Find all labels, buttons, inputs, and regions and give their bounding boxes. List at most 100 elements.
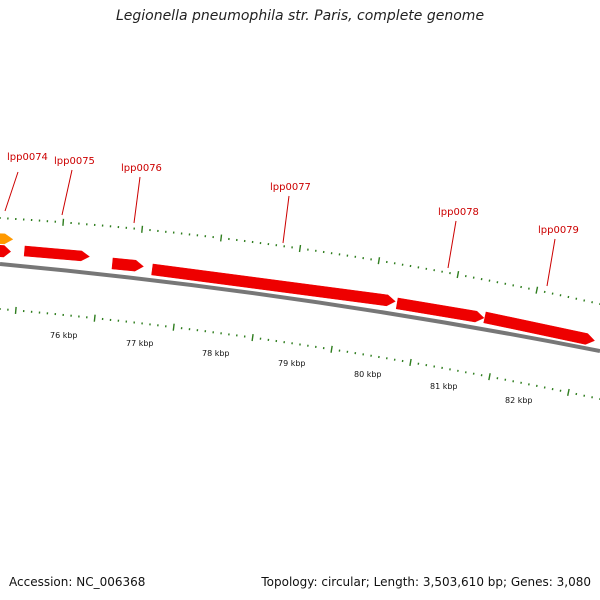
minor-tick [283,245,286,248]
minor-tick [535,384,538,388]
minor-tick [425,363,428,367]
minor-tick [464,371,467,374]
minor-tick [141,322,143,325]
minor-tick [591,301,594,304]
minor-tick [267,243,270,246]
minor-tick [78,315,80,318]
minor-tick [125,226,128,229]
minor-tick [109,225,112,228]
minor-tick [46,220,49,223]
minor-tick [235,238,238,242]
minor-tick [164,325,167,328]
minor-tick [449,271,451,275]
major-tick [488,373,491,381]
minor-tick [551,387,554,391]
minor-tick [7,308,9,311]
minor-tick [291,342,293,345]
major-tick [377,257,381,265]
minor-tick [204,330,207,333]
minor-tick [117,319,120,322]
minor-tick [441,270,443,273]
minor-tick [125,320,128,323]
lower-tick-track [0,306,600,401]
leader-line [546,238,556,287]
gene-lpp0079 [483,311,595,345]
gene-label-lpp0077: lpp0077 [270,182,311,193]
minor-tick [472,372,475,375]
genome-backbone [0,262,600,353]
minor-tick [228,333,230,336]
major-tick [298,244,302,253]
minor-tick [385,260,388,264]
minor-tick [480,277,483,281]
minor-tick [54,313,57,316]
kbp-label: 79 kbp [278,359,306,368]
gene-track [0,232,595,345]
minor-tick [243,335,246,338]
minor-tick [488,279,491,282]
minor-tick [583,394,586,397]
minor-tick [117,226,120,229]
minor-tick [330,252,333,255]
minor-tick [188,328,191,331]
minor-tick [417,362,420,365]
minor-tick [385,357,388,360]
minor-tick [259,337,262,340]
minor-tick [30,218,33,222]
gene-lpp0074 [0,232,14,245]
minor-tick [220,332,222,335]
minor-tick [38,311,41,314]
minor-tick [441,366,443,370]
minor-tick [370,354,372,357]
kbp-label-layer: 76 kbp 77 kbp 78 kbp 79 kbp 80 kbp 81 kbp 82 k… [50,331,533,405]
major-tick [141,225,144,233]
minor-tick [433,269,436,272]
minor-tick [575,392,578,396]
minor-tick [512,284,515,287]
minor-tick [314,249,317,252]
minor-tick [212,236,215,239]
major-tick [219,234,223,242]
major-tick [62,218,65,226]
major-tick [251,334,254,342]
minor-tick [291,246,293,249]
minor-tick [85,316,88,319]
minor-tick [480,374,483,377]
minor-tick [70,221,72,225]
kbp-label: 77 kbp [126,339,154,348]
major-tick [535,286,539,294]
gene-fragment [0,244,11,258]
minor-tick [133,227,135,230]
minor-tick [354,255,357,258]
minor-tick [243,239,246,243]
minor-tick [7,217,9,220]
minor-tick [551,292,554,295]
gene-label-lpp0075: lpp0075 [54,156,95,167]
minor-tick [559,389,562,392]
minor-tick [338,253,341,256]
minor-tick [164,230,167,233]
genome-summary-text: Topology: circular; Length: 3,503,610 bp… [261,575,591,589]
minor-tick [157,229,159,232]
leader-line [447,220,457,269]
gene-label-lpp0078: lpp0078 [438,207,479,218]
minor-tick [149,323,151,326]
gene-label-lpp0074: lpp0074 [7,152,48,163]
minor-tick [235,334,238,337]
minor-tick [543,386,546,389]
minor-tick [504,282,507,285]
minor-tick [370,258,372,261]
minor-tick [528,383,530,386]
major-tick [172,323,175,331]
minor-tick [0,216,1,220]
gene-lpp0078 [395,297,485,323]
minor-tick [70,314,72,317]
gene-label-lpp0079: lpp0079 [538,225,579,236]
major-tick [567,388,570,396]
minor-tick [101,317,104,321]
minor-tick [409,264,412,268]
minor-tick [496,281,499,284]
minor-tick [322,250,325,254]
